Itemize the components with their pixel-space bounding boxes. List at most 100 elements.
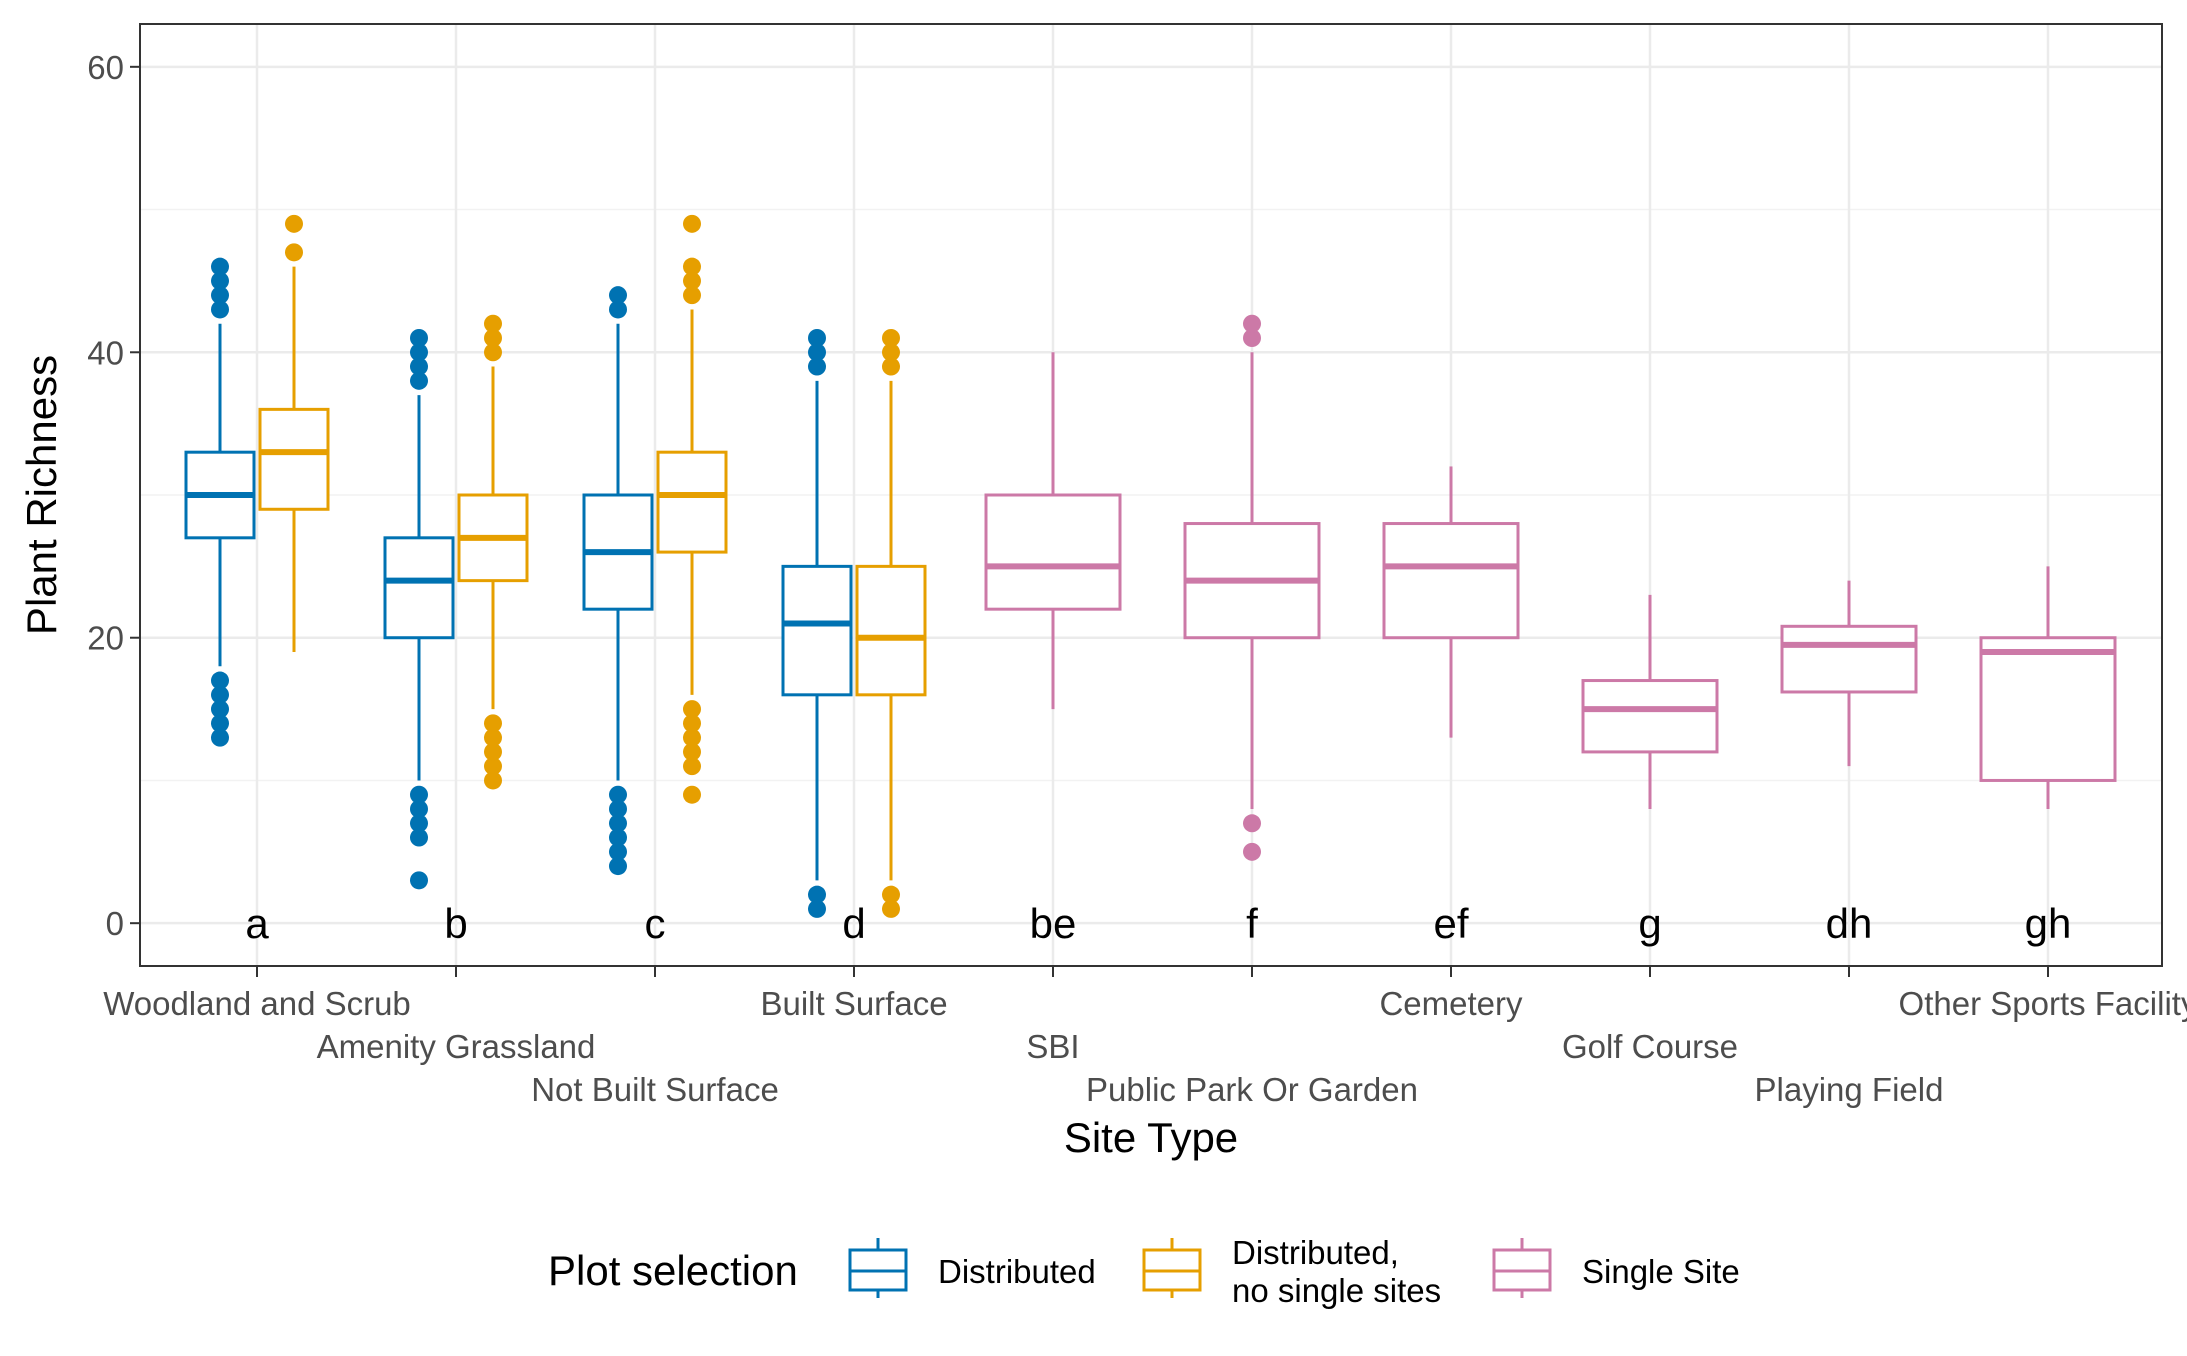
outlier-point — [1243, 329, 1261, 347]
outlier-point — [211, 700, 229, 719]
x-tick-label: Woodland and Scrub — [103, 985, 411, 1022]
y-tick-label: 40 — [87, 334, 124, 371]
outlier-point — [808, 885, 826, 904]
outlier-point — [683, 271, 701, 290]
legend-label: Single Site — [1582, 1253, 1740, 1290]
outlier-point — [484, 343, 502, 362]
outlier-point — [410, 814, 428, 833]
outlier-point — [211, 300, 229, 319]
outlier-point — [484, 329, 502, 347]
box-dns-0 — [258, 214, 330, 652]
iqr-box — [1581, 679, 1719, 754]
outlier-point — [882, 357, 900, 376]
box-dist-1 — [383, 329, 455, 890]
outlier-point — [1243, 842, 1261, 861]
outlier-point — [410, 357, 428, 376]
box-dns-2 — [656, 214, 728, 804]
legend-item-single: Single Site — [1492, 1238, 1740, 1298]
outlier-point — [211, 728, 229, 747]
outlier-point — [410, 800, 428, 818]
iqr-box — [1382, 522, 1520, 640]
x-tick-label: Amenity Grassland — [317, 1028, 596, 1065]
x-tick-label: Playing Field — [1755, 1071, 1944, 1108]
x-tick-label: Public Park Or Garden — [1086, 1071, 1418, 1108]
x-tick-label: Golf Course — [1562, 1028, 1738, 1065]
outlier-point — [285, 243, 303, 262]
outlier-point — [808, 357, 826, 376]
panel-border — [139, 23, 2163, 967]
iqr-box — [1979, 636, 2117, 782]
y-axis-title: Plant Richness — [18, 355, 65, 635]
outlier-point — [882, 885, 900, 904]
x-tick-label: SBI — [1026, 1028, 1079, 1065]
iqr-box — [781, 564, 853, 697]
iqr-box — [383, 536, 455, 640]
outlier-point — [683, 785, 701, 804]
x-axis-title: Site Type — [1064, 1114, 1238, 1161]
y-tick-label: 60 — [87, 49, 124, 86]
box-single-8 — [1780, 580, 1918, 767]
outlier-point — [808, 343, 826, 362]
group-letter: g — [1638, 900, 1661, 947]
outlier-point — [882, 899, 900, 918]
legend-label: Distributed, — [1232, 1234, 1399, 1271]
outlier-point — [484, 714, 502, 733]
group-letter: c — [645, 900, 666, 947]
x-tick-label: Cemetery — [1379, 985, 1523, 1022]
axis-layer: 0 20 40 60 Woodland and Scrub Amenity Grassla… — [87, 49, 2187, 1108]
outlier-point — [410, 329, 428, 347]
outlier-point — [609, 800, 627, 818]
outlier-point — [211, 286, 229, 305]
group-letter: be — [1030, 900, 1077, 947]
iqr-box — [258, 407, 330, 511]
outlier-point — [211, 271, 229, 290]
outlier-point — [609, 300, 627, 319]
outlier-point — [211, 714, 229, 733]
box-dist-0 — [184, 257, 256, 747]
outlier-point — [1243, 814, 1261, 833]
box-dist-2 — [582, 286, 654, 876]
outlier-point — [609, 842, 627, 861]
outlier-point — [410, 785, 428, 804]
grid-layer — [140, 24, 2162, 966]
box-single-4 — [984, 352, 1122, 710]
x-tick-label: Other Sports Facility — [1899, 985, 2187, 1022]
outlier-point — [683, 214, 701, 233]
outlier-point — [1243, 314, 1261, 333]
outlier-point — [410, 871, 428, 890]
outlier-point — [211, 671, 229, 690]
outlier-point — [609, 814, 627, 833]
outlier-point — [882, 343, 900, 362]
box-single-5 — [1183, 314, 1321, 861]
box-single-7 — [1581, 594, 1719, 809]
outlier-point — [683, 757, 701, 776]
outlier-point — [683, 728, 701, 747]
iqr-box — [656, 450, 728, 554]
legend-label: no single sites — [1232, 1272, 1441, 1309]
x-tick-label: Built Surface — [760, 985, 947, 1022]
outlier-point — [609, 828, 627, 847]
group-letter: f — [1246, 900, 1258, 947]
legend-label: Distributed — [938, 1253, 1096, 1290]
outlier-point — [683, 714, 701, 733]
legend-title: Plot selection — [548, 1247, 798, 1294]
outlier-point — [683, 742, 701, 761]
outlier-point — [484, 314, 502, 333]
group-letter: dh — [1826, 900, 1873, 947]
outlier-point — [882, 329, 900, 347]
outlier-point — [410, 828, 428, 847]
iqr-box — [1780, 624, 1918, 694]
box-layer — [184, 214, 2117, 918]
outlier-point — [410, 343, 428, 362]
outlier-point — [410, 371, 428, 390]
outlier-point — [683, 257, 701, 276]
outlier-point — [609, 286, 627, 305]
group-letter: gh — [2025, 900, 2072, 947]
box-dns-3 — [855, 329, 927, 918]
outlier-point — [484, 728, 502, 747]
outlier-point — [484, 757, 502, 776]
outlier-point — [285, 214, 303, 233]
legend-item-dist: Distributed — [848, 1238, 1096, 1298]
legend: Plot selection Distributed Distributed,no… — [548, 1234, 1740, 1309]
